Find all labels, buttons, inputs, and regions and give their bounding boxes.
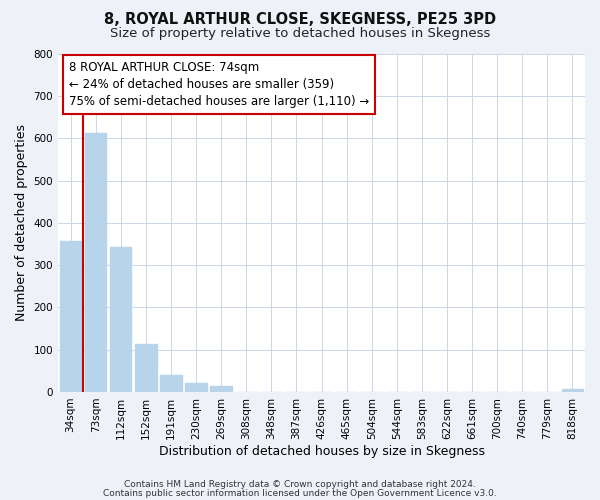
Bar: [185, 382, 207, 392]
Y-axis label: Number of detached properties: Number of detached properties: [15, 124, 28, 322]
Bar: [562, 389, 583, 392]
Bar: [110, 248, 131, 392]
Bar: [135, 344, 157, 392]
Bar: [60, 240, 81, 392]
Bar: [85, 134, 106, 392]
Text: Contains public sector information licensed under the Open Government Licence v3: Contains public sector information licen…: [103, 488, 497, 498]
Text: 8 ROYAL ARTHUR CLOSE: 74sqm
← 24% of detached houses are smaller (359)
75% of se: 8 ROYAL ARTHUR CLOSE: 74sqm ← 24% of det…: [68, 61, 369, 108]
Text: Size of property relative to detached houses in Skegness: Size of property relative to detached ho…: [110, 28, 490, 40]
Text: 8, ROYAL ARTHUR CLOSE, SKEGNESS, PE25 3PD: 8, ROYAL ARTHUR CLOSE, SKEGNESS, PE25 3P…: [104, 12, 496, 28]
Bar: [160, 375, 182, 392]
X-axis label: Distribution of detached houses by size in Skegness: Distribution of detached houses by size …: [158, 444, 485, 458]
Text: Contains HM Land Registry data © Crown copyright and database right 2024.: Contains HM Land Registry data © Crown c…: [124, 480, 476, 489]
Bar: [211, 386, 232, 392]
